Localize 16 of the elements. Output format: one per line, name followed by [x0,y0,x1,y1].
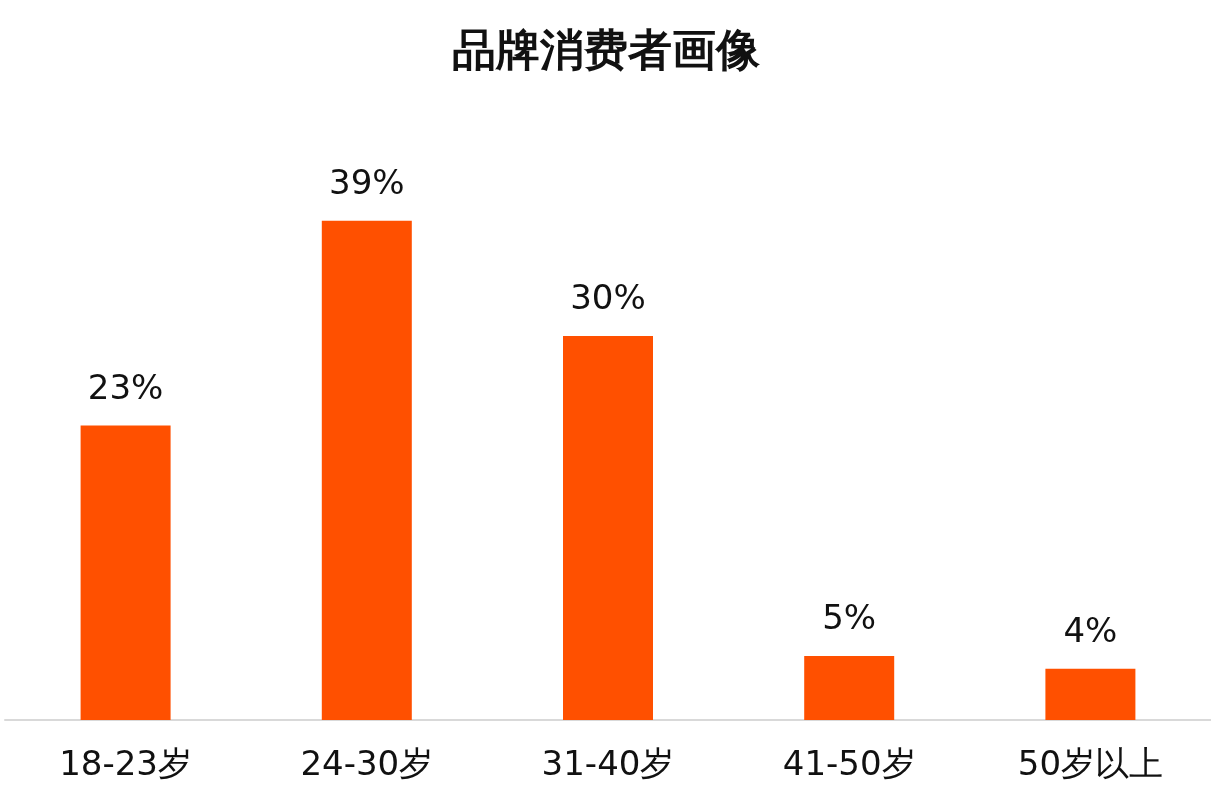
bar [321,220,412,720]
x-tick-label: 24-30岁 [300,743,434,783]
data-label: 23% [87,366,164,407]
data-label: 39% [329,161,405,202]
bar [1045,668,1136,720]
x-tick-label: 31-40岁 [541,743,675,783]
data-label: 30% [570,277,646,317]
bar [563,336,653,720]
data-label: 4% [1063,609,1118,650]
bar [80,425,171,720]
x-tick-label: 50岁以上 [1017,743,1164,783]
chart-title: 品牌消费者画像 [451,23,761,75]
x-tick-label: 41-50岁 [782,743,916,783]
bar [804,656,895,720]
data-label: 5% [822,597,877,637]
x-tick-label: 18-23岁 [59,743,192,783]
